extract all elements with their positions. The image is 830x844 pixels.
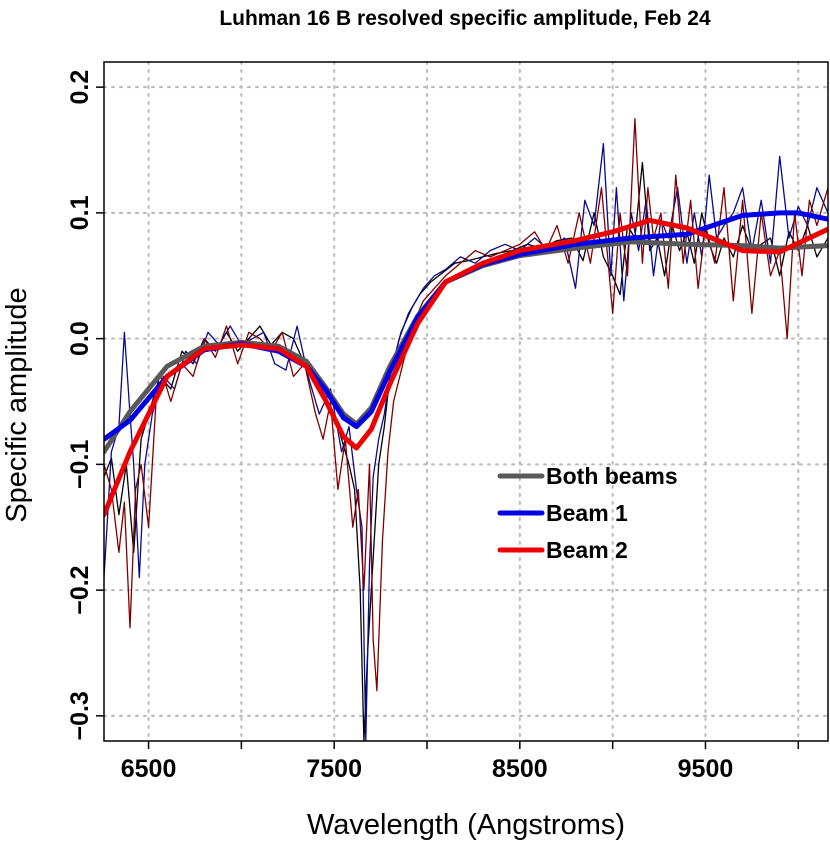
y-tick-label: 0.1 bbox=[66, 195, 94, 230]
plot-frame bbox=[103, 61, 829, 742]
legend: Both beams Beam 1 Beam 2 bbox=[497, 463, 678, 563]
y-tick-label: 0.2 bbox=[66, 70, 94, 105]
y-axis-label: Specific amplitude bbox=[1, 287, 33, 522]
y-tick-label: −0.3 bbox=[66, 691, 94, 740]
grid bbox=[103, 61, 829, 742]
legend-label: Beam 1 bbox=[546, 500, 628, 526]
x-tick-label: 9500 bbox=[678, 755, 734, 783]
chart-title: Luhman 16 B resolved specific amplitude,… bbox=[219, 7, 711, 30]
y-tick-label: −0.1 bbox=[66, 440, 94, 489]
x-axis-label: Wavelength (Angstroms) bbox=[307, 809, 625, 841]
raw-spectrum-000000 bbox=[104, 161, 828, 741]
raw-spectrum-800000 bbox=[104, 117, 828, 692]
axes: 6500 7500 8500 9500 −0.3 −0.2 −0.1 0.0 0.1 0.2 bbox=[66, 70, 800, 783]
y-tick-label: −0.2 bbox=[66, 565, 94, 614]
x-tick-label: 7500 bbox=[306, 755, 362, 783]
legend-label: Both beams bbox=[546, 463, 678, 489]
x-tick-label: 8500 bbox=[492, 755, 548, 783]
data-series bbox=[104, 117, 828, 741]
raw-spectrum-0a0a8c bbox=[104, 143, 828, 741]
y-tick-label: 0.0 bbox=[66, 321, 94, 356]
x-tick-label: 6500 bbox=[121, 755, 177, 783]
series-beam-2 bbox=[104, 217, 828, 518]
legend-label: Beam 2 bbox=[546, 537, 628, 563]
